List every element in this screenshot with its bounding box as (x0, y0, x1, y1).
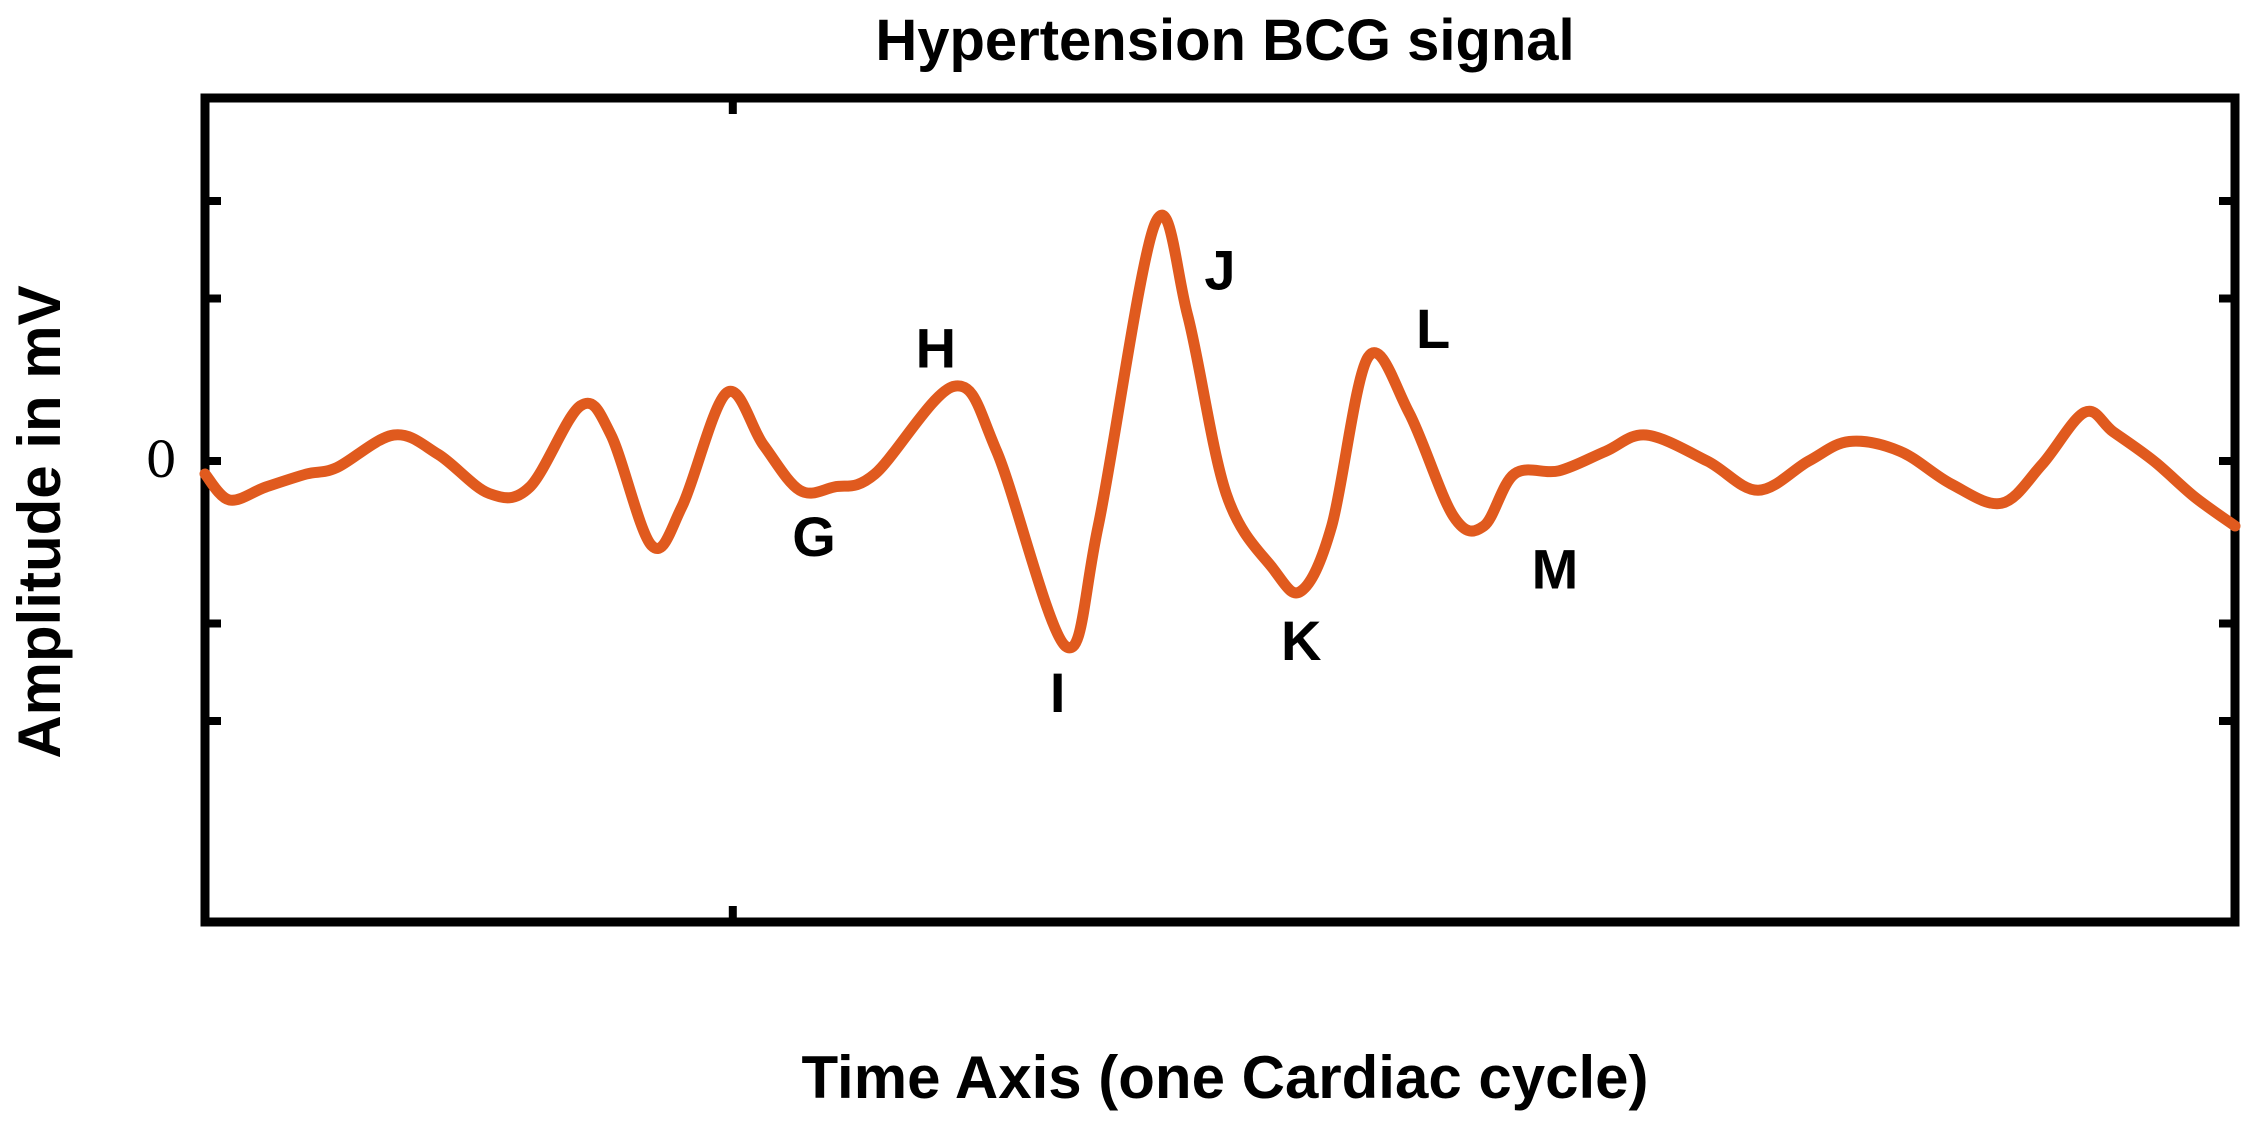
wave-label-h: H (916, 316, 956, 379)
wave-label-j: J (1204, 238, 1235, 301)
chart-title: Hypertension BCG signal (875, 8, 1574, 73)
y-axis-label: Amplitude in mV (6, 285, 73, 758)
wave-label-i: I (1050, 661, 1066, 724)
wave-label-l: L (1416, 297, 1450, 360)
signal-line-0 (199, 209, 2241, 654)
x-axis-label: Time Axis (one Cardiac cycle) (801, 1044, 1648, 1111)
plot-frame (200, 93, 2240, 927)
wave-label-g: G (792, 505, 836, 568)
plot-area: 0 G H I J K L M (145, 93, 2241, 927)
y-tick-label-0: 0 (145, 431, 177, 489)
wave-label-k: K (1281, 609, 1321, 672)
wave-label-m: M (1532, 537, 1579, 600)
